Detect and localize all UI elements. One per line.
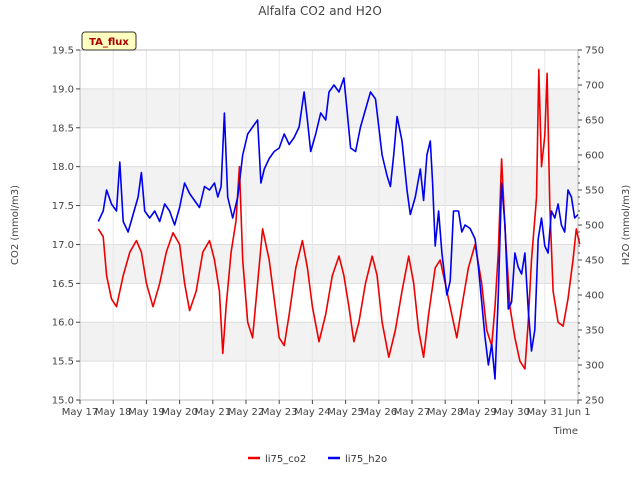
- left-tick-label: 15.0: [52, 396, 74, 407]
- x-tick-label: May 30: [493, 407, 530, 418]
- right-tick-label: 400: [585, 291, 604, 302]
- right-tick-label: 550: [585, 186, 604, 197]
- grid-lines: [79, 49, 579, 401]
- grid-band: [80, 244, 578, 284]
- left-axis: 15.0 15.5 16.0 16.5 17.0 17.5 18.0 18.5 19.0 19.5: [52, 46, 80, 407]
- left-tick-label: 19.5: [52, 46, 74, 57]
- x-tick-label: May 23: [261, 407, 298, 418]
- left-tick-label: 17.5: [52, 201, 74, 212]
- left-tick-label: 16.0: [52, 318, 74, 329]
- left-tick-label: 19.0: [52, 84, 74, 95]
- left-tick-label: 15.5: [52, 357, 74, 368]
- x-tick-label: May 25: [327, 407, 364, 418]
- x-tick-label: May 26: [361, 407, 398, 418]
- legend: li75_co2 li75_h2o: [248, 454, 387, 465]
- right-axis: 250 300 350 400 450 500 550 600 650 700 750: [578, 46, 604, 407]
- right-tick-label: 450: [585, 256, 604, 267]
- left-tick-label: 18.0: [52, 162, 74, 173]
- chart-title: Alfalfa CO2 and H2O: [258, 4, 382, 18]
- x-axis-label: Time: [553, 426, 578, 437]
- grid-band: [80, 322, 578, 362]
- right-tick-label: 650: [585, 116, 604, 127]
- series-line-li75_h2o: [97, 77, 579, 380]
- right-axis-label: H2O (mmol/m3): [621, 185, 632, 266]
- x-tick-label: May 17: [62, 407, 99, 418]
- x-tick-label: May 31: [527, 407, 564, 418]
- badge-box: [81, 31, 137, 51]
- x-tick-label: May 24: [294, 407, 331, 418]
- grid-bands: [80, 88, 578, 362]
- x-tick-label: May 29: [460, 407, 497, 418]
- right-tick-label: 300: [585, 361, 604, 372]
- x-tick-label: Jun 1: [564, 407, 590, 418]
- x-tick-label: May 20: [161, 407, 198, 418]
- badge-label: TA_flux: [89, 37, 129, 48]
- series-line-li75_co2: [97, 68, 581, 370]
- x-tick-label: May 28: [427, 407, 464, 418]
- x-tick-label: May 19: [128, 407, 165, 418]
- right-tick-label: 500: [585, 221, 604, 232]
- left-tick-label: 17.0: [52, 240, 74, 251]
- x-tick-label: May 27: [394, 407, 431, 418]
- right-tick-label: 750: [585, 46, 604, 57]
- series-lines: [97, 68, 581, 380]
- legend-label: li75_h2o: [345, 454, 387, 465]
- left-axis-label: CO2 (mmol/m3): [10, 185, 21, 265]
- left-tick-label: 18.5: [52, 123, 74, 134]
- legend-label: li75_co2: [265, 454, 306, 465]
- left-tick-label: 16.5: [52, 279, 74, 290]
- x-tick-label: May 22: [228, 407, 265, 418]
- grid-band: [80, 166, 578, 206]
- right-tick-label: 700: [585, 81, 604, 92]
- x-tick-label: May 21: [195, 407, 232, 418]
- x-tick-label: May 18: [95, 407, 132, 418]
- badge: TA_flux: [81, 31, 137, 51]
- right-tick-label: 250: [585, 396, 604, 407]
- right-tick-label: 350: [585, 326, 604, 337]
- right-tick-label: 600: [585, 151, 604, 162]
